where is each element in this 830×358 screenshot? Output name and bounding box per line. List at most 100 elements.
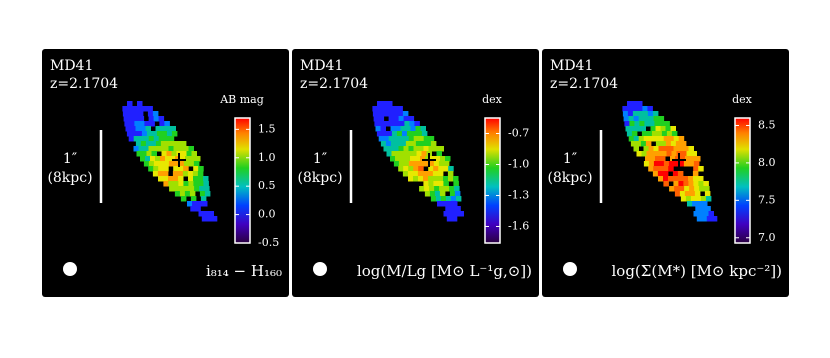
map-pixel [412,171,419,177]
map-pixel [711,216,718,222]
map-pixel [433,181,439,187]
map-pixel [633,116,640,122]
map-pixel [390,156,396,162]
map-pixel [697,201,703,207]
scale-arcsec: 1″ [313,151,327,167]
tick-label: 8.5 [758,118,776,131]
map-pixel [648,116,655,122]
map-pixel [398,116,405,122]
map-pixel [427,171,434,177]
map-pixel [147,111,154,117]
map-pixel [635,126,641,132]
map-pixel [650,126,656,132]
map-pixel [430,156,436,162]
map-pixel [200,196,207,202]
map-pixel [150,141,157,147]
map-pixel [187,171,194,177]
map-pixel [191,151,197,157]
map-pixel [189,186,195,192]
map-pixel [695,196,702,202]
map-pixel [436,151,442,157]
map-pixel [186,151,192,157]
map-pixel [673,146,679,152]
map-pixel [168,181,174,187]
map-pixel [413,176,419,182]
map-pixel [458,211,464,217]
map-pixel [190,156,196,162]
map-pixel [440,196,447,202]
map-pixel [203,176,209,182]
redshift: z=2.1704 [50,76,118,92]
map-pixel [404,121,410,127]
map-pixel [388,146,394,152]
map-pixel [637,101,643,107]
map-pixel [202,201,208,207]
map-pixel [641,131,648,137]
map-pixel [693,166,699,172]
map-pixel [128,136,135,142]
map-pixel [173,146,179,152]
map-pixel [632,101,638,107]
map-pixel [656,151,662,157]
map-pixel [698,211,704,217]
map-pixel [372,111,379,117]
map-pixel [685,196,692,202]
map-pixel [648,146,654,152]
scale-kpc: (8kpc) [547,170,592,186]
map-pixel [140,126,146,132]
map-pixel [623,116,630,122]
map-pixel [385,141,392,147]
map-pixel [179,186,185,192]
map-pixel [178,176,184,182]
map-pixel [645,141,652,147]
map-pixel [160,156,166,162]
map-pixel [192,201,198,207]
panel: MD41 z=2.1704 AB mag 1″ (8kpc) i₈₁₄ − H₁₆₀ 1.5… [42,49,289,297]
map-pixel [400,141,407,147]
centroid [422,153,436,167]
map-pixel [136,151,142,157]
map-pixel [177,171,184,177]
map-pixel [666,151,672,157]
map-pixel [187,201,193,207]
map-pixel [704,191,711,197]
map-pixel [643,116,650,122]
map-pixel [449,186,455,192]
map-pixel [195,156,201,162]
map-pixel [398,166,404,172]
map-pixel [683,181,689,187]
map-pixel [398,161,405,167]
map-pixel [411,131,418,137]
map-pixel [173,161,180,167]
map-pixel [193,181,199,187]
map-pixel [422,171,429,177]
map-pixel [670,156,676,162]
map-pixel [195,206,201,212]
map-pixel [166,131,173,137]
map-pixel [424,191,431,197]
map-pixel [693,161,700,167]
map-pixel [410,156,416,162]
map-pixel [653,136,660,142]
map-pixel [388,136,395,142]
map-pixel [169,186,175,192]
map-pixel [658,146,664,152]
map-pixel [647,106,653,112]
map-pixel [381,131,388,137]
map-pixel [655,141,662,147]
map-pixel [445,156,451,162]
map-pixel [662,171,669,177]
map-pixel [183,161,190,167]
map-pixel [163,136,170,142]
map-pixel [690,156,696,162]
map-pixel [168,146,174,152]
map-pixel [663,181,669,187]
map-pixel [380,126,386,132]
map-pixel [668,166,674,172]
map-pixel [155,156,161,162]
map-pixel [668,146,674,152]
map-pixel [688,176,694,182]
colorbar [234,117,251,244]
map-pixel [443,211,449,217]
map-pixel [398,136,405,142]
